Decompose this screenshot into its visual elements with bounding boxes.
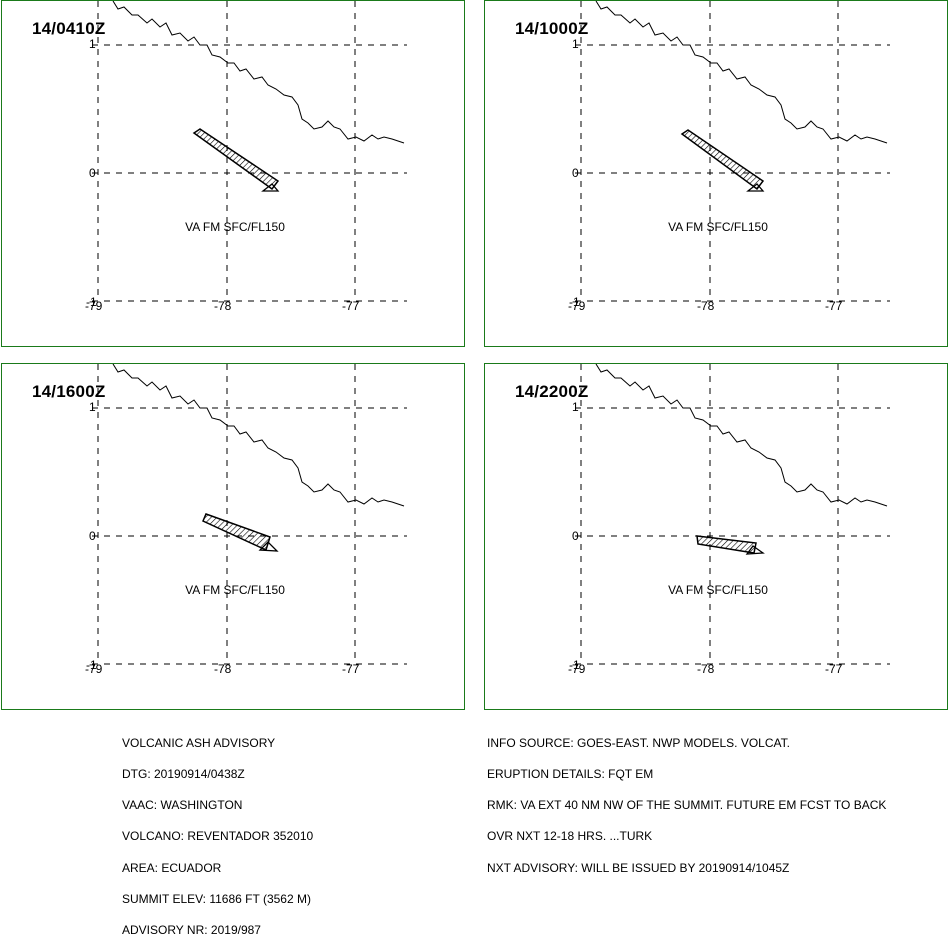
coastline [595, 1, 888, 144]
lat-label-0: 0 [572, 529, 579, 543]
volcano-triangle [261, 183, 280, 192]
advisory-info-left: VOLCANIC ASH ADVISORY DTG: 20190914/0438… [122, 717, 313, 946]
map-canvas-1 [92, 1, 407, 302]
volcano-triangle [258, 541, 279, 552]
map-panel-1: 14/0410Z VA FM SFC/FL150 1 0 -1 -79 -78 … [1, 0, 465, 347]
volcano-triangle [745, 545, 765, 555]
lon-label-77: -77 [825, 662, 843, 676]
ash-layer-label: VA FM SFC/FL150 [668, 220, 768, 234]
ash-plume-polygon [202, 513, 271, 552]
advisory-line: VOLCANO: REVENTADOR 352010 [122, 829, 314, 844]
panel-time: 14/1600Z [32, 382, 106, 401]
lat-label-neg1: -1 [569, 295, 580, 309]
advisory-line: RMK: VA EXT 40 NM NW OF THE SUMMIT. FUTU… [487, 798, 887, 813]
lat-label-1: 1 [89, 400, 96, 414]
advisory-line: VOLCANIC ASH ADVISORY [122, 735, 276, 750]
panel-time: 14/1000Z [515, 19, 589, 38]
lat-label-1: 1 [572, 37, 579, 51]
advisory-line: ERUPTION DETAILS: FQT EM [487, 767, 654, 782]
advisory-line: NXT ADVISORY: WILL BE ISSUED BY 20190914… [487, 860, 790, 875]
lon-label-78: -78 [697, 299, 715, 313]
coastline [595, 364, 888, 507]
lon-label-78: -78 [214, 662, 232, 676]
lat-lon-grid [92, 1, 407, 302]
advisory-line: SUMMIT ELEV: 11686 FT (3562 M) [122, 891, 311, 906]
lat-label-neg1: -1 [569, 658, 580, 672]
volcano-triangle [746, 183, 765, 192]
lon-label-78: -78 [214, 299, 232, 313]
advisory-info-right: INFO SOURCE: GOES-EAST. NWP MODELS. VOLC… [487, 717, 886, 883]
lon-label-79: -79 [568, 662, 586, 676]
lat-lon-grid [92, 364, 407, 665]
panel-time: 14/0410Z [32, 19, 106, 38]
lat-label-1: 1 [572, 400, 579, 414]
lat-lon-grid [575, 364, 890, 665]
lon-label-79: -79 [568, 299, 586, 313]
lat-label-0: 0 [89, 529, 96, 543]
ash-layer-label: VA FM SFC/FL150 [185, 583, 285, 597]
ash-plume-polygon [696, 535, 757, 554]
lat-label-neg1: -1 [86, 658, 97, 672]
advisory-line: DTG: 20190914/0438Z [122, 767, 245, 782]
lat-label-1: 1 [89, 37, 96, 51]
map-panel-2: 14/1000Z VA FM SFC/FL150 1 0 -1 -79 -78 … [484, 0, 948, 347]
map-panel-3: 14/1600Z VA FM SFC/FL150 1 0 -1 -79 -78 … [1, 363, 465, 710]
lat-lon-grid [575, 1, 890, 302]
lon-label-77: -77 [342, 299, 360, 313]
advisory-line: ADVISORY NR: 2019/987 [122, 923, 261, 938]
lon-label-79: -79 [85, 662, 103, 676]
ash-layer-label: VA FM SFC/FL150 [185, 220, 285, 234]
map-canvas-2 [575, 1, 890, 302]
ash-layer-label: VA FM SFC/FL150 [668, 583, 768, 597]
lat-label-neg1: -1 [86, 295, 97, 309]
advisory-line: INFO SOURCE: GOES-EAST. NWP MODELS. VOLC… [487, 735, 790, 750]
advisory-line: OVR NXT 12-18 HRS. ...TURK [487, 829, 653, 844]
map-canvas-4 [575, 364, 890, 665]
ash-plume-polygon [192, 128, 280, 191]
coastline [112, 364, 405, 507]
lon-label-78: -78 [697, 662, 715, 676]
lon-label-77: -77 [342, 662, 360, 676]
lat-label-0: 0 [572, 166, 579, 180]
lat-label-0: 0 [89, 166, 96, 180]
panel-time: 14/2200Z [515, 382, 589, 401]
lon-label-77: -77 [825, 299, 843, 313]
map-canvas-3 [92, 364, 407, 665]
coastline [112, 1, 405, 144]
lon-label-79: -79 [85, 299, 103, 313]
advisory-line: AREA: ECUADOR [122, 860, 222, 875]
ash-plume-polygon [680, 129, 765, 191]
map-panel-4: 14/2200Z VA FM SFC/FL150 1 0 -1 -79 -78 … [484, 363, 948, 710]
advisory-line: VAAC: WASHINGTON [122, 798, 243, 813]
